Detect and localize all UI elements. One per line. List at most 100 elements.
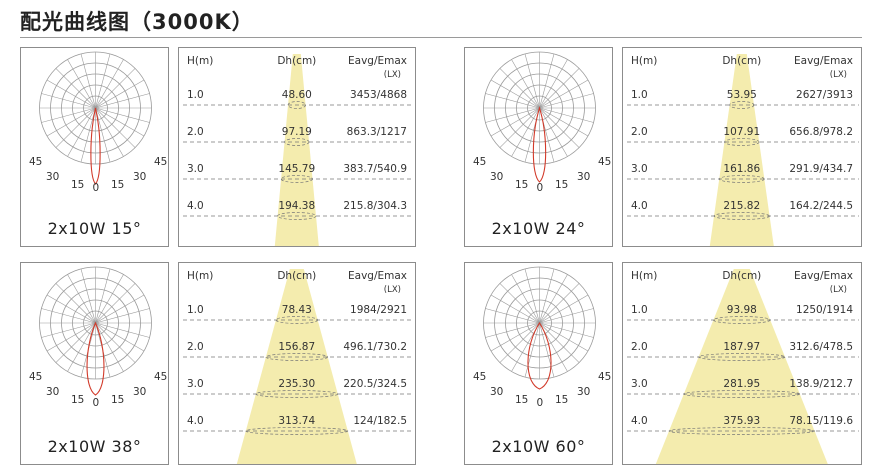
polar-grid-spoke — [539, 59, 568, 109]
row-height: 1.0 — [631, 304, 648, 316]
row-diameter: 145.79 — [278, 163, 315, 175]
row-height: 3.0 — [187, 163, 204, 175]
polar-diagram: 45 30 15 0 15 30 45 — [473, 266, 611, 409]
polar-grid-spoke — [55, 322, 96, 363]
polar-grid-spoke — [67, 322, 96, 372]
angle-label: 15 — [555, 394, 568, 406]
row-height: 1.0 — [631, 89, 648, 101]
polar-grid-spoke — [55, 107, 96, 148]
polar-grid-spoke — [95, 107, 111, 163]
illuminance-cone: H(m) Dh(cm) Eavg/Emax (LX) 1.0 93.98 1250/1914… — [627, 269, 859, 464]
polar-grid-spoke — [499, 68, 540, 109]
angle-label: 15 — [555, 179, 568, 191]
angle-label: 30 — [46, 386, 59, 398]
polar-grid-spoke — [499, 107, 540, 148]
angle-label: 15 — [71, 179, 84, 191]
polar-grid-spoke — [511, 107, 540, 157]
beam-angle-label: 2x10W 38° — [47, 437, 142, 456]
row-height: 2.0 — [187, 126, 204, 138]
polar-grid-spoke — [539, 93, 594, 109]
row-diameter: 313.74 — [278, 415, 315, 427]
polar-grid-spoke — [490, 107, 540, 137]
illuminance-table-box: H(m) Dh(cm) Eavg/Emax (LX) 1.0 53.95 2627/3913… — [622, 47, 862, 247]
angle-label: 0 — [93, 182, 100, 194]
polar-grid-spoke — [524, 53, 540, 109]
header-illuminance: Eavg/Emax — [794, 55, 853, 67]
polar-grid-spoke — [539, 53, 555, 109]
polar-grid-spoke — [46, 322, 96, 352]
polar-grid-spoke — [67, 107, 96, 157]
row-height: 2.0 — [187, 341, 204, 353]
beam-ellipse — [245, 427, 349, 435]
polar-grid-spoke — [41, 322, 96, 338]
polar-grid-spoke — [539, 322, 589, 352]
row-diameter: 281.95 — [723, 378, 760, 390]
row-height: 4.0 — [187, 200, 204, 212]
angle-label: 45 — [154, 371, 167, 383]
angle-label: 30 — [46, 171, 59, 183]
header-diameter: Dh(cm) — [277, 55, 316, 67]
light-cone — [709, 54, 774, 246]
row-diameter: 53.95 — [727, 89, 757, 101]
polar-grid-spoke — [95, 283, 136, 324]
illuminance-table-box: H(m) Dh(cm) Eavg/Emax (LX) 1.0 78.43 1984/2921… — [178, 262, 416, 465]
row-height: 4.0 — [631, 415, 648, 427]
beam-ellipse — [284, 138, 310, 146]
polar-diagram: 45 30 15 0 15 30 45 — [29, 51, 167, 194]
angle-label: 15 — [111, 394, 124, 406]
header-height: H(m) — [187, 55, 213, 67]
row-illuminance: 164.2/244.5 — [789, 200, 853, 212]
polar-grid-spoke — [67, 59, 96, 109]
beam-ellipse — [668, 427, 815, 435]
intensity-curve — [527, 321, 552, 390]
illuminance-cone: H(m) Dh(cm) Eavg/Emax (LX) 1.0 53.95 2627/3913… — [627, 54, 859, 246]
row-illuminance: 78.15/119.6 — [789, 415, 853, 427]
polar-grid-spoke — [41, 93, 96, 109]
header-diameter: Dh(cm) — [722, 55, 761, 67]
intensity-curve — [90, 107, 101, 185]
title-divider — [20, 37, 862, 38]
row-diameter: 48.60 — [282, 89, 312, 101]
polar-grid-spoke — [485, 308, 540, 324]
angle-label: 15 — [515, 179, 528, 191]
header-unit: (LX) — [830, 285, 847, 295]
row-diameter: 215.82 — [723, 200, 760, 212]
beam-angle-label: 2x10W 60° — [491, 437, 586, 456]
polar-grid-spoke — [95, 107, 150, 123]
polar-grid-spoke — [95, 274, 124, 324]
row-illuminance: 220.5/324.5 — [343, 378, 407, 390]
polar-grid-spoke — [539, 107, 594, 123]
polar-grid-spoke — [41, 308, 96, 324]
polar-grid-spoke — [511, 59, 540, 109]
polar-grid-spoke — [524, 322, 540, 378]
angle-label: 30 — [490, 171, 503, 183]
angle-label: 0 — [537, 182, 544, 194]
polar-grid-spoke — [46, 79, 96, 109]
polar-grid-spoke — [95, 107, 136, 148]
polar-grid-spoke — [485, 107, 540, 123]
polar-grid-spoke — [490, 79, 540, 109]
row-height: 2.0 — [631, 341, 648, 353]
polar-grid-spoke — [95, 53, 111, 109]
polar-grid-spoke — [539, 283, 580, 324]
header-height: H(m) — [631, 270, 657, 282]
angle-label: 30 — [133, 386, 146, 398]
beam-ellipse — [713, 316, 771, 324]
row-illuminance: 215.8/304.3 — [343, 200, 407, 212]
row-diameter: 78.43 — [282, 304, 312, 316]
polar-grid-spoke — [95, 268, 111, 324]
polar-grid-spoke — [80, 268, 96, 324]
beam-ellipse — [683, 390, 801, 398]
illuminance-table-box: H(m) Dh(cm) Eavg/Emax (LX) 1.0 93.98 1250/1914… — [622, 262, 862, 465]
angle-label: 15 — [71, 394, 84, 406]
intensity-curve — [86, 321, 105, 396]
polar-grid-spoke — [95, 322, 150, 338]
polar-grid-spoke — [95, 59, 124, 109]
row-diameter: 187.97 — [723, 341, 760, 353]
beam-ellipse — [265, 353, 329, 361]
polar-grid-spoke — [46, 107, 96, 137]
angle-label: 45 — [598, 156, 611, 168]
polar-diagram-box: 45 30 15 0 15 30 45 2x10W 24° — [464, 47, 613, 247]
beam-ellipse — [277, 212, 317, 220]
row-diameter: 156.87 — [278, 341, 315, 353]
